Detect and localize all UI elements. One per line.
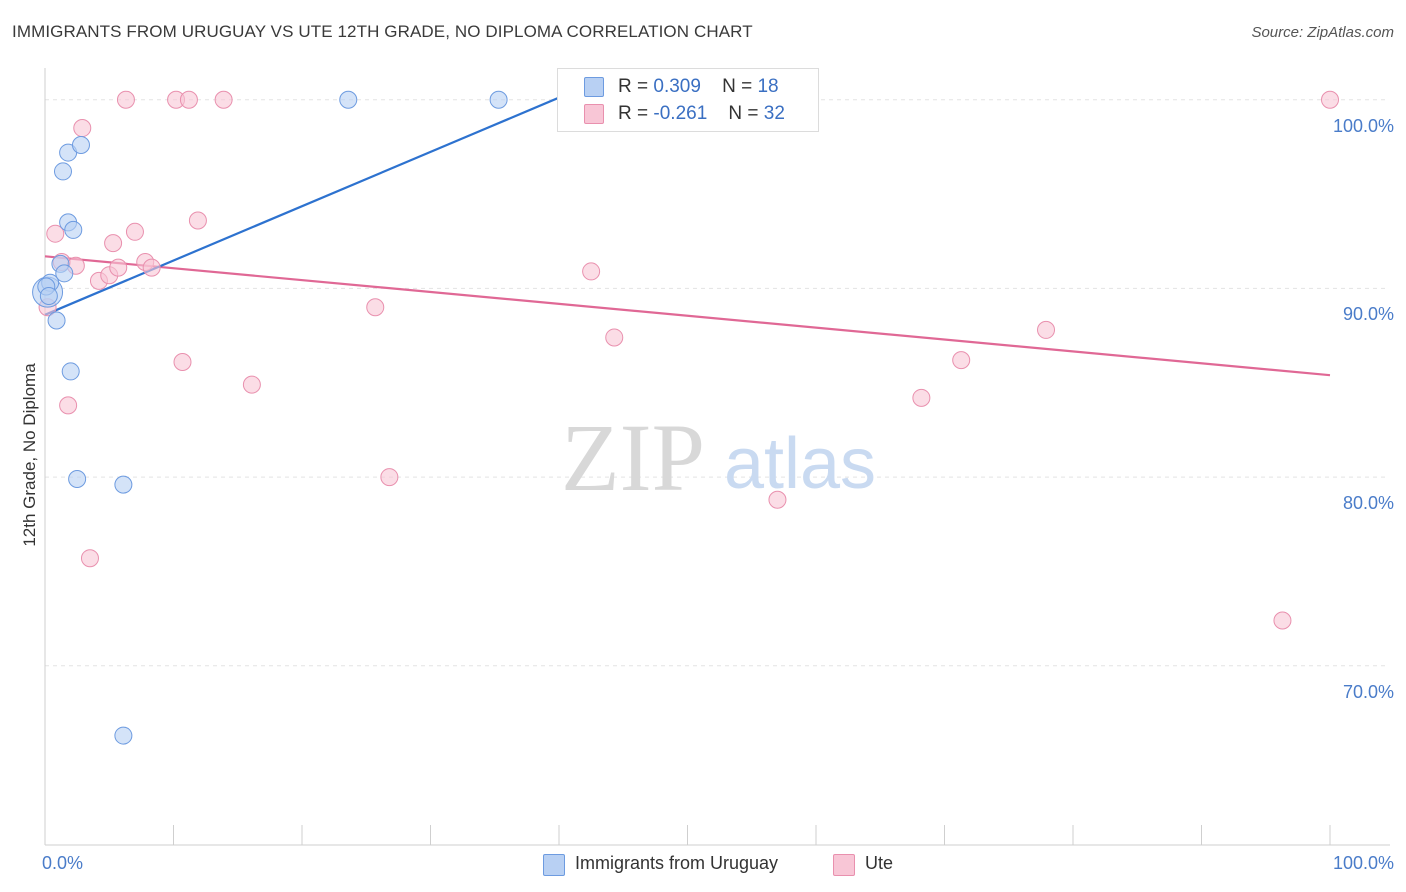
trend-lines xyxy=(44,91,1331,377)
point-ute xyxy=(142,258,161,277)
point-ute xyxy=(912,388,931,407)
point-uruguay xyxy=(114,726,133,745)
point-ute xyxy=(59,396,78,415)
point-ute xyxy=(116,90,135,109)
point-uruguay xyxy=(39,286,58,305)
swatch-uruguay xyxy=(584,77,604,97)
point-ute xyxy=(109,258,128,277)
x-tick-label-min: 0.0% xyxy=(42,853,84,873)
watermark-atlas: atlas xyxy=(724,424,876,504)
point-ute xyxy=(80,549,99,568)
point-uruguay xyxy=(71,136,90,155)
legend-swatch-uruguay xyxy=(543,854,565,876)
point-uruguay xyxy=(64,220,83,239)
legend-label-uruguay: Immigrants from Uruguay xyxy=(575,853,779,873)
point-ute xyxy=(768,490,787,509)
stats-legend: R = 0.309 N = 18 R = -0.261 N = 32 xyxy=(557,68,819,132)
point-ute xyxy=(214,90,233,109)
point-ute xyxy=(952,351,971,370)
point-uruguay xyxy=(47,311,66,330)
point-uruguay xyxy=(114,475,133,494)
r-value: 0.309 xyxy=(653,76,701,97)
y-tick-label: 90.0% xyxy=(1342,304,1394,325)
y-tick-label: 70.0% xyxy=(1342,681,1394,702)
point-uruguay xyxy=(339,90,358,109)
point-ute xyxy=(104,234,123,253)
point-uruguay xyxy=(68,469,87,488)
watermark-zip: ZIP xyxy=(561,404,705,511)
point-ute xyxy=(242,375,261,394)
point-ute xyxy=(173,352,192,371)
point-uruguay xyxy=(55,264,74,283)
trend-line-ute xyxy=(44,255,1331,377)
point-ute xyxy=(125,222,144,241)
chart-title: IMMIGRANTS FROM URUGUAY VS UTE 12TH GRAD… xyxy=(12,22,753,41)
n-value: 18 xyxy=(757,76,779,97)
y-tick-label: 80.0% xyxy=(1342,493,1394,514)
point-ute xyxy=(366,298,385,317)
point-ute xyxy=(380,468,399,487)
point-ute xyxy=(73,119,92,138)
r-label: R = xyxy=(618,76,649,97)
swatch-ute xyxy=(584,104,604,124)
n-value: 32 xyxy=(763,103,785,124)
point-uruguay xyxy=(489,90,508,109)
source-label: Source: ZipAtlas.com xyxy=(1251,24,1394,41)
point-ute xyxy=(1037,320,1056,339)
legend-swatch-ute xyxy=(833,854,855,876)
legend-label-ute: Ute xyxy=(865,853,894,873)
point-ute xyxy=(1321,90,1339,109)
point-uruguay xyxy=(53,162,72,181)
x-tick-label-max: 100.0% xyxy=(1332,853,1394,873)
n-label: N = xyxy=(728,103,759,124)
point-ute xyxy=(605,328,624,347)
point-ute xyxy=(46,224,65,243)
point-uruguay xyxy=(61,362,80,381)
axes xyxy=(44,68,1390,846)
y-tick-label: 100.0% xyxy=(1332,115,1394,136)
point-ute xyxy=(1273,611,1292,630)
y-axis-label: 12th Grade, No Diploma xyxy=(20,363,39,547)
point-ute xyxy=(179,90,198,109)
watermark: ZIP atlas xyxy=(561,404,876,511)
data-points xyxy=(32,90,1339,745)
n-label: N = xyxy=(722,76,753,97)
r-value: -0.261 xyxy=(653,103,708,124)
trend-line-uruguay xyxy=(44,91,573,316)
point-ute xyxy=(188,211,207,230)
point-ute xyxy=(582,262,601,281)
r-label: R = xyxy=(618,103,649,124)
